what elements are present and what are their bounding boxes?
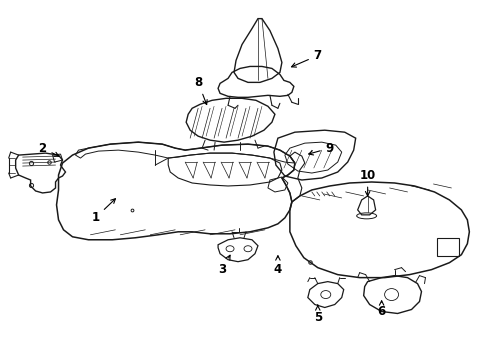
Text: 7: 7 — [292, 49, 322, 67]
Text: 4: 4 — [274, 256, 282, 276]
Text: 3: 3 — [218, 255, 230, 276]
Text: 8: 8 — [194, 76, 207, 104]
Text: 9: 9 — [309, 141, 334, 155]
Text: 10: 10 — [360, 168, 376, 196]
Text: 2: 2 — [39, 141, 59, 156]
Text: 6: 6 — [377, 301, 386, 318]
Text: 5: 5 — [314, 305, 322, 324]
Text: 1: 1 — [91, 199, 116, 224]
